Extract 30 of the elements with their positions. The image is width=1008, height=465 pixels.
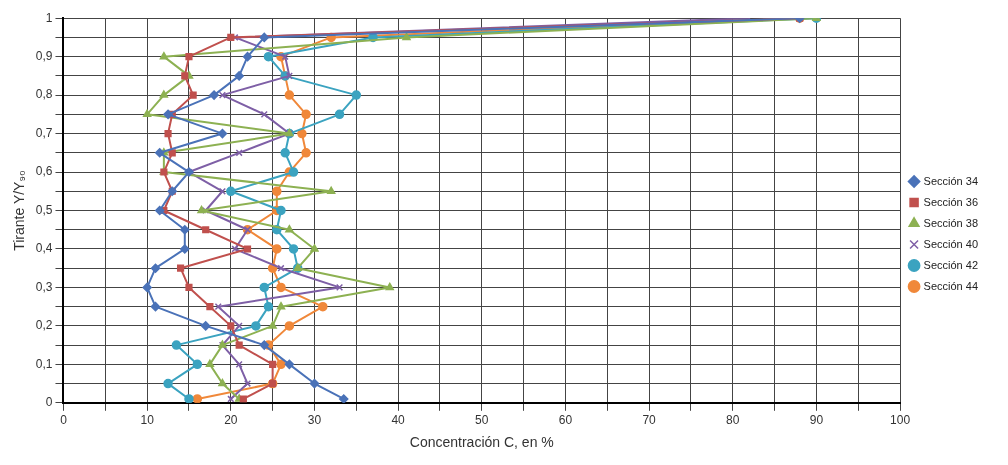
- y-tick-label: 0: [45, 395, 53, 410]
- legend-label: Sección 38: [923, 216, 979, 229]
- x-tick-label: 70: [642, 413, 657, 428]
- y-tick-label: 0,3: [35, 279, 53, 294]
- y-tick-label: 1: [45, 10, 53, 25]
- y-tick-label: 0,8: [35, 87, 53, 102]
- x-tick-label: 0: [60, 413, 68, 428]
- y-tick-label: 0,9: [35, 48, 53, 63]
- y-axis-title: Tirante Y/Y₉₀: [11, 170, 28, 251]
- x-tick-label: 80: [726, 413, 740, 428]
- legend-label: Sección 44: [923, 279, 979, 292]
- x-tick-label: 30: [307, 413, 322, 428]
- y-tick-label: 0,2: [35, 318, 53, 333]
- x-tick-label: 50: [475, 413, 489, 428]
- x-tick-label: 60: [558, 413, 573, 428]
- y-tick-label: 0,1: [35, 356, 53, 371]
- x-tick-label: 40: [391, 413, 406, 428]
- legend-label: Sección 34: [923, 174, 979, 187]
- y-tick-label: 0,4: [35, 241, 53, 256]
- legend-label: Sección 42: [923, 258, 979, 271]
- x-tick-label: 10: [140, 413, 155, 428]
- y-tick-label: 0,6: [35, 164, 53, 179]
- y-tick-label: 0,5: [35, 202, 53, 217]
- y-tick-label: 0,7: [35, 125, 53, 140]
- x-tick-label: 100: [890, 413, 911, 428]
- x-tick-label: 20: [224, 413, 238, 428]
- x-tick-label: 90: [809, 413, 824, 428]
- x-axis-title: Concentración C, en %: [409, 434, 554, 451]
- legend-label: Sección 40: [923, 237, 979, 250]
- legend-label: Sección 36: [923, 195, 979, 208]
